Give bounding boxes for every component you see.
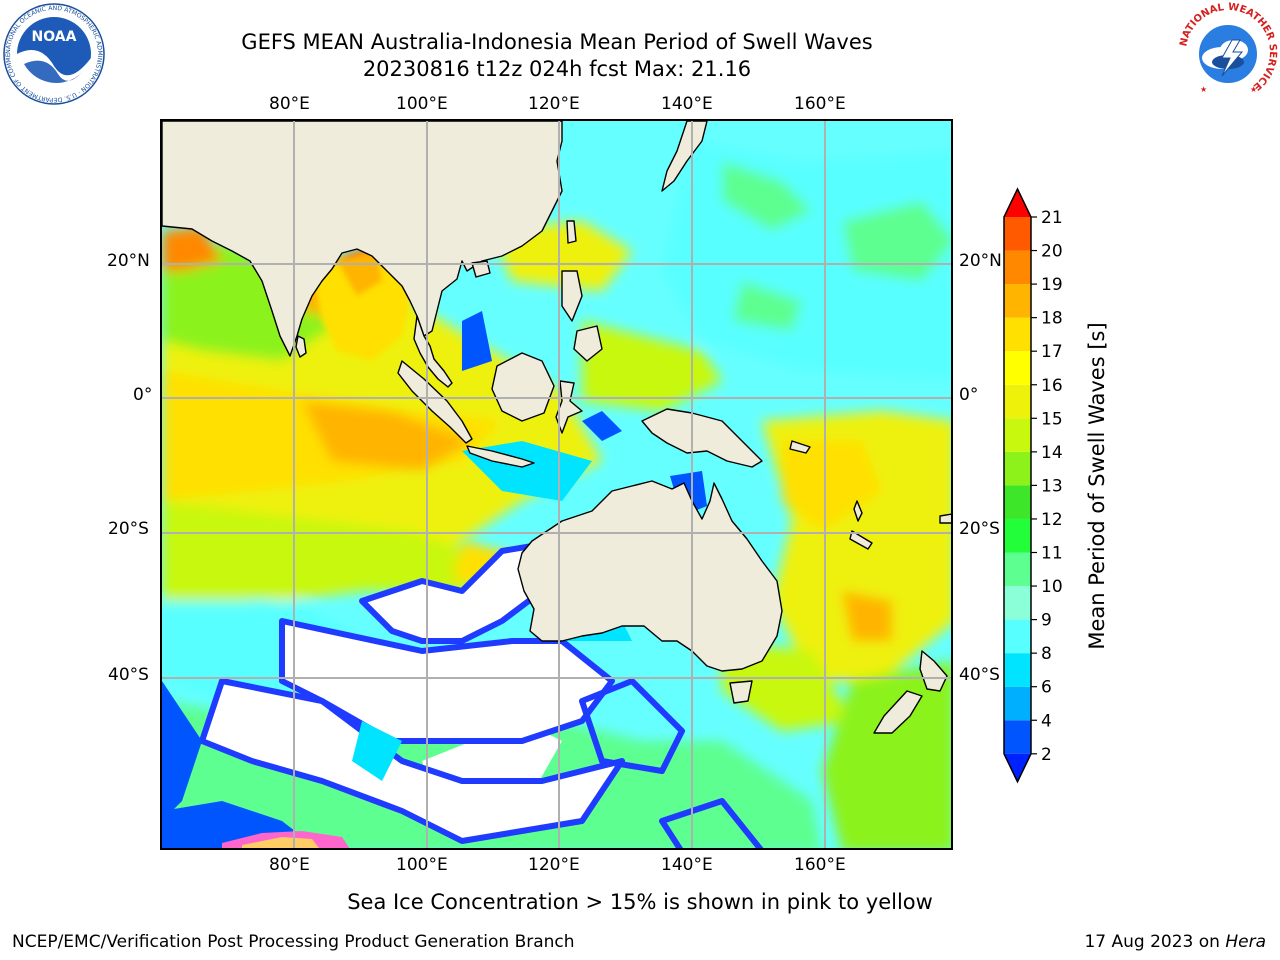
swell-field-west — [162, 226, 602, 701]
colorbar-tick-label: 20 — [1041, 242, 1063, 262]
colorbar-band-18 — [1004, 284, 1031, 318]
lat-tick-right-20n: 20°N — [959, 251, 1002, 271]
japan — [661, 121, 708, 192]
colorbar-label: Mean Period of Swell Waves [s] — [1085, 322, 1109, 650]
lat-tick-left-0: 0° — [133, 385, 153, 405]
lat-tick-left-40s: 40°S — [108, 665, 149, 685]
footer-credit: NCEP/EMC/Verification Post Processing Pr… — [12, 932, 575, 952]
colorbar-band-15 — [1004, 384, 1031, 419]
sumatra — [397, 360, 473, 444]
swell-field-bay-of-bengal — [312, 246, 412, 361]
footer-date-text: 17 Aug 2023 on — [1084, 932, 1220, 952]
new-caledonia — [849, 530, 873, 550]
chart-subtitle: 20230816 t12z 024h fcst Max: 21.16 — [362, 57, 752, 81]
philippines-mindanao — [573, 325, 603, 362]
sea-ice-note: Sea Ice Concentration > 15% is shown in … — [347, 890, 933, 914]
colorbar-band-9 — [1004, 586, 1031, 620]
sea-ice-strip — [222, 831, 350, 848]
colorbar-tick-label: 16 — [1041, 376, 1063, 396]
lon-tick-bottom-120e: 120°E — [528, 855, 580, 875]
colorbar-tick-label: 15 — [1041, 409, 1063, 429]
nws-logo: NATIONAL WEATHER SERVICE ★ ★ — [1178, 2, 1278, 102]
colorbar-tick-label: 10 — [1041, 577, 1063, 597]
colorbar-band-10 — [1004, 552, 1031, 587]
lon-tick-top-120e: 120°E — [528, 94, 580, 114]
swell-period-map — [162, 121, 951, 848]
colorbar-tick-label: 6 — [1041, 678, 1052, 698]
colorbar: 2 4 6 8 9 10 11 12 13 14 15 16 17 18 19 20 21 — [1003, 187, 1063, 784]
colorbar-band-16 — [1004, 351, 1031, 385]
lon-tick-top-140e: 140°E — [661, 94, 713, 114]
lon-tick-bottom-80e: 80°E — [269, 855, 310, 875]
sri-lanka — [295, 335, 307, 358]
swell-field-tasman — [722, 411, 951, 848]
colorbar-band-13 — [1004, 451, 1031, 486]
colorbar-over-extension — [1004, 189, 1031, 217]
colorbar-band-2 — [1004, 720, 1031, 754]
colorbar-tick-label: 18 — [1041, 309, 1063, 329]
colorbar-tick-label: 13 — [1041, 476, 1063, 496]
colorbar-tick-label: 12 — [1041, 510, 1063, 530]
taiwan — [566, 220, 577, 244]
chart-title: GEFS MEAN Australia-Indonesia Mean Perio… — [241, 30, 873, 54]
colorbar-band-4 — [1004, 686, 1031, 721]
colorbar-band-20 — [1004, 217, 1031, 251]
colorbar-band-14 — [1004, 418, 1031, 452]
lat-tick-right-20s: 20°S — [959, 519, 1000, 539]
vanuatu — [853, 500, 863, 522]
noaa-logo-text: NOAA — [32, 29, 77, 45]
colorbar-band-6 — [1004, 653, 1031, 687]
swell-field-pacific — [492, 141, 951, 411]
colorbar-band-8 — [1004, 619, 1031, 654]
lon-tick-bottom-140e: 140°E — [661, 855, 713, 875]
colorbar-tick-label: 9 — [1041, 611, 1052, 631]
footer-date: 17 Aug 2023 on Hera — [1084, 932, 1266, 952]
lon-tick-bottom-100e: 100°E — [396, 855, 448, 875]
colorbar-band-19 — [1004, 250, 1031, 285]
colorbar-tick-label: 14 — [1041, 443, 1063, 463]
lat-tick-left-20s: 20°S — [108, 519, 149, 539]
colorbar-tick-label: 11 — [1041, 544, 1063, 564]
australia — [517, 480, 783, 672]
lon-tick-bottom-160e: 160°E — [794, 855, 846, 875]
lon-tick-top-80e: 80°E — [269, 94, 310, 114]
lon-tick-top-160e: 160°E — [794, 94, 846, 114]
colorbar-tick-label: 2 — [1041, 745, 1052, 765]
new-zealand-north — [919, 650, 948, 692]
philippines-luzon — [561, 270, 583, 322]
lat-tick-left-20n: 20°N — [107, 251, 150, 271]
colorbar-tick-label: 21 — [1041, 208, 1063, 228]
lat-tick-right-0: 0° — [959, 385, 979, 405]
colorbar-under-extension — [1004, 753, 1031, 782]
asia-mainland — [162, 121, 563, 357]
new-zealand-south — [873, 690, 923, 734]
graticule — [162, 121, 951, 848]
noaa-logo: NATIONAL OCEANIC AND ATMOSPHERIC ADMINIS… — [2, 2, 105, 105]
lon-tick-top-100e: 100°E — [396, 94, 448, 114]
land-masses — [162, 121, 951, 734]
colorbar-tick-label: 19 — [1041, 275, 1063, 295]
java — [466, 445, 535, 468]
colorbar-tick-label: 17 — [1041, 342, 1063, 362]
solomon-islands — [789, 440, 811, 454]
svg-text:★: ★ — [1250, 85, 1257, 94]
colorbar-tick-label: 8 — [1041, 644, 1052, 664]
colorbar-band-17 — [1004, 317, 1031, 352]
malay-peninsula — [413, 315, 453, 388]
fiji — [939, 513, 951, 524]
tasmania — [729, 680, 753, 704]
borneo — [491, 352, 555, 422]
short-period-edges — [199, 538, 764, 848]
colorbar-band-12 — [1004, 485, 1031, 519]
lat-tick-right-40s: 40°S — [959, 665, 1000, 685]
footer-host: Hera — [1225, 932, 1266, 952]
map-panel — [160, 119, 953, 850]
colorbar-tick-label: 4 — [1041, 711, 1052, 731]
colorbar-band-11 — [1004, 518, 1031, 553]
svg-text:★: ★ — [1200, 85, 1207, 94]
